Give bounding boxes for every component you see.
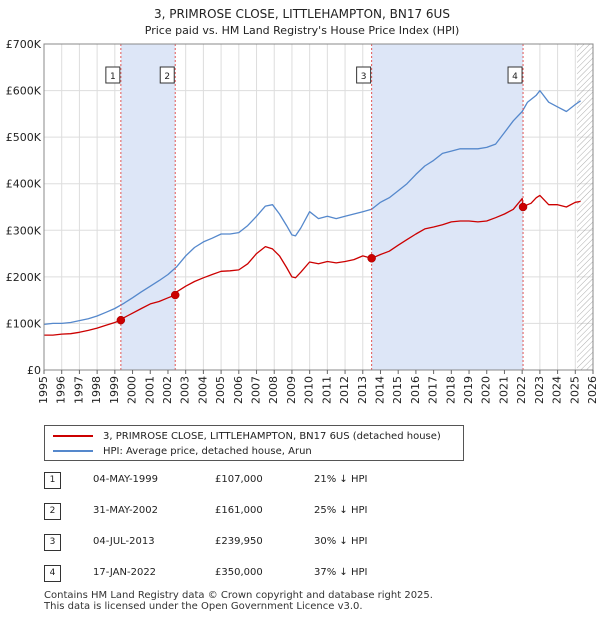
sale-date: 31-MAY-2002: [93, 505, 159, 516]
x-tick-label: 2021: [497, 376, 510, 404]
x-tick-label: 1997: [72, 376, 85, 404]
legend-swatch-property: [53, 435, 93, 437]
sale-marker-box: [159, 66, 175, 84]
table-row: 1 04-MAY-1999 £107,000 21% ↓ HPI: [44, 472, 464, 503]
x-tick-label: 2026: [586, 376, 599, 404]
hpi-line: [44, 89, 581, 326]
x-tick-label: 2008: [267, 376, 280, 404]
sale-marker-label: 2: [164, 72, 170, 82]
x-tick-label: 2009: [285, 376, 298, 404]
sale-marker-label: 3: [361, 72, 367, 82]
x-tick-label: 2000: [126, 376, 139, 404]
sale-number-badge: 2: [44, 503, 61, 520]
table-row: 3 04-JUL-2013 £239,950 30% ↓ HPI: [44, 534, 464, 565]
y-tick-label: £0: [27, 364, 41, 377]
y-tick-label: £400K: [6, 178, 42, 191]
sale-price: £107,000: [215, 474, 263, 485]
legend-item-hpi: HPI: Average price, detached house, Arun: [53, 444, 312, 458]
sale-price: £350,000: [215, 567, 263, 578]
y-tick-label: £500K: [6, 131, 42, 144]
x-tick-label: 2010: [303, 376, 316, 404]
sale-hpi-diff: 37% ↓ HPI: [314, 567, 368, 578]
x-tick-label: 2015: [391, 376, 404, 404]
chart-title: 3, PRIMROSE CLOSE, LITTLEHAMPTON, BN17 6…: [154, 7, 450, 21]
y-tick-label: £200K: [6, 271, 42, 284]
table-row: 4 17-JAN-2022 £350,000 37% ↓ HPI: [44, 565, 464, 596]
property-price-line: [44, 194, 581, 336]
footer-licence: This data is licensed under the Open Gov…: [44, 601, 363, 612]
sale-point: [116, 315, 126, 325]
y-tick-label: £100K: [6, 317, 42, 330]
sale-date: 04-MAY-1999: [93, 474, 159, 485]
x-tick-label: 2007: [250, 376, 263, 404]
x-tick-label: 2003: [179, 376, 192, 404]
x-tick-label: 2014: [373, 376, 386, 404]
x-tick-label: 2019: [462, 376, 475, 404]
ownership-shade: [371, 44, 524, 370]
x-tick-label: 2013: [356, 376, 369, 404]
table-row: 2 31-MAY-2002 £161,000 25% ↓ HPI: [44, 503, 464, 534]
sale-point: [170, 290, 180, 300]
sale-hpi-diff: 25% ↓ HPI: [314, 505, 368, 516]
sale-date: 17-JAN-2022: [93, 567, 157, 578]
x-tick-label: 2012: [338, 376, 351, 404]
x-tick-label: 2024: [551, 376, 564, 404]
sale-marker-label: 1: [110, 72, 116, 82]
legend-item-property: 3, PRIMROSE CLOSE, LITTLEHAMPTON, BN17 6…: [53, 429, 441, 443]
legend-swatch-hpi: [53, 450, 93, 452]
chart-subtitle: Price paid vs. HM Land Registry's House …: [145, 24, 460, 37]
x-tick-label: 2017: [427, 376, 440, 404]
legend: 3, PRIMROSE CLOSE, LITTLEHAMPTON, BN17 6…: [44, 425, 464, 461]
footer: Contains HM Land Registry data © Crown c…: [44, 590, 433, 612]
sale-marker-box: [356, 66, 372, 84]
x-tick-label: 2004: [196, 376, 209, 404]
y-tick-label: £300K: [6, 224, 42, 237]
x-tick-label: 2022: [515, 376, 528, 404]
x-tick-label: 2025: [568, 376, 581, 404]
sale-marker-box: [105, 66, 121, 84]
forecast-hatch: [577, 44, 593, 370]
x-tick-label: 2023: [533, 376, 546, 404]
y-tick-label: £700K: [6, 38, 42, 51]
sale-date: 04-JUL-2013: [93, 536, 155, 547]
x-tick-label: 1999: [108, 376, 121, 404]
x-tick-label: 1998: [90, 376, 103, 404]
legend-label-property: 3, PRIMROSE CLOSE, LITTLEHAMPTON, BN17 6…: [103, 430, 441, 442]
sale-marker-label: 4: [512, 72, 518, 82]
x-tick-label: 1996: [55, 376, 68, 404]
price-chart: 3, PRIMROSE CLOSE, LITTLEHAMPTON, BN17 6…: [6, 7, 599, 404]
sale-price: £239,950: [215, 536, 263, 547]
sale-point: [367, 254, 376, 263]
legend-label-hpi: HPI: Average price, detached house, Arun: [103, 445, 312, 457]
ownership-shade: [120, 44, 176, 370]
sale-hpi-diff: 21% ↓ HPI: [314, 474, 368, 485]
footer-copyright: Contains HM Land Registry data © Crown c…: [44, 590, 433, 601]
x-tick-label: 1995: [37, 376, 50, 404]
sale-point: [518, 202, 528, 212]
x-tick-label: 2016: [409, 376, 422, 404]
sale-number-badge: 3: [44, 534, 61, 551]
x-tick-label: 2011: [320, 376, 333, 404]
x-tick-label: 2006: [232, 376, 245, 404]
plot-frame: [43, 43, 594, 371]
x-tick-label: 2001: [143, 376, 156, 404]
x-tick-label: 2020: [480, 376, 493, 404]
sale-marker-box: [507, 66, 523, 84]
sales-table: 1 04-MAY-1999 £107,000 21% ↓ HPI 2 31-MA…: [44, 472, 464, 596]
x-tick-label: 2002: [161, 376, 174, 404]
x-tick-label: 2005: [214, 376, 227, 404]
x-tick-label: 2018: [444, 376, 457, 404]
sale-price: £161,000: [215, 505, 263, 516]
y-tick-label: £600K: [6, 85, 42, 98]
sale-hpi-diff: 30% ↓ HPI: [314, 536, 368, 547]
sale-number-badge: 1: [44, 472, 61, 489]
sale-number-badge: 4: [44, 565, 61, 582]
